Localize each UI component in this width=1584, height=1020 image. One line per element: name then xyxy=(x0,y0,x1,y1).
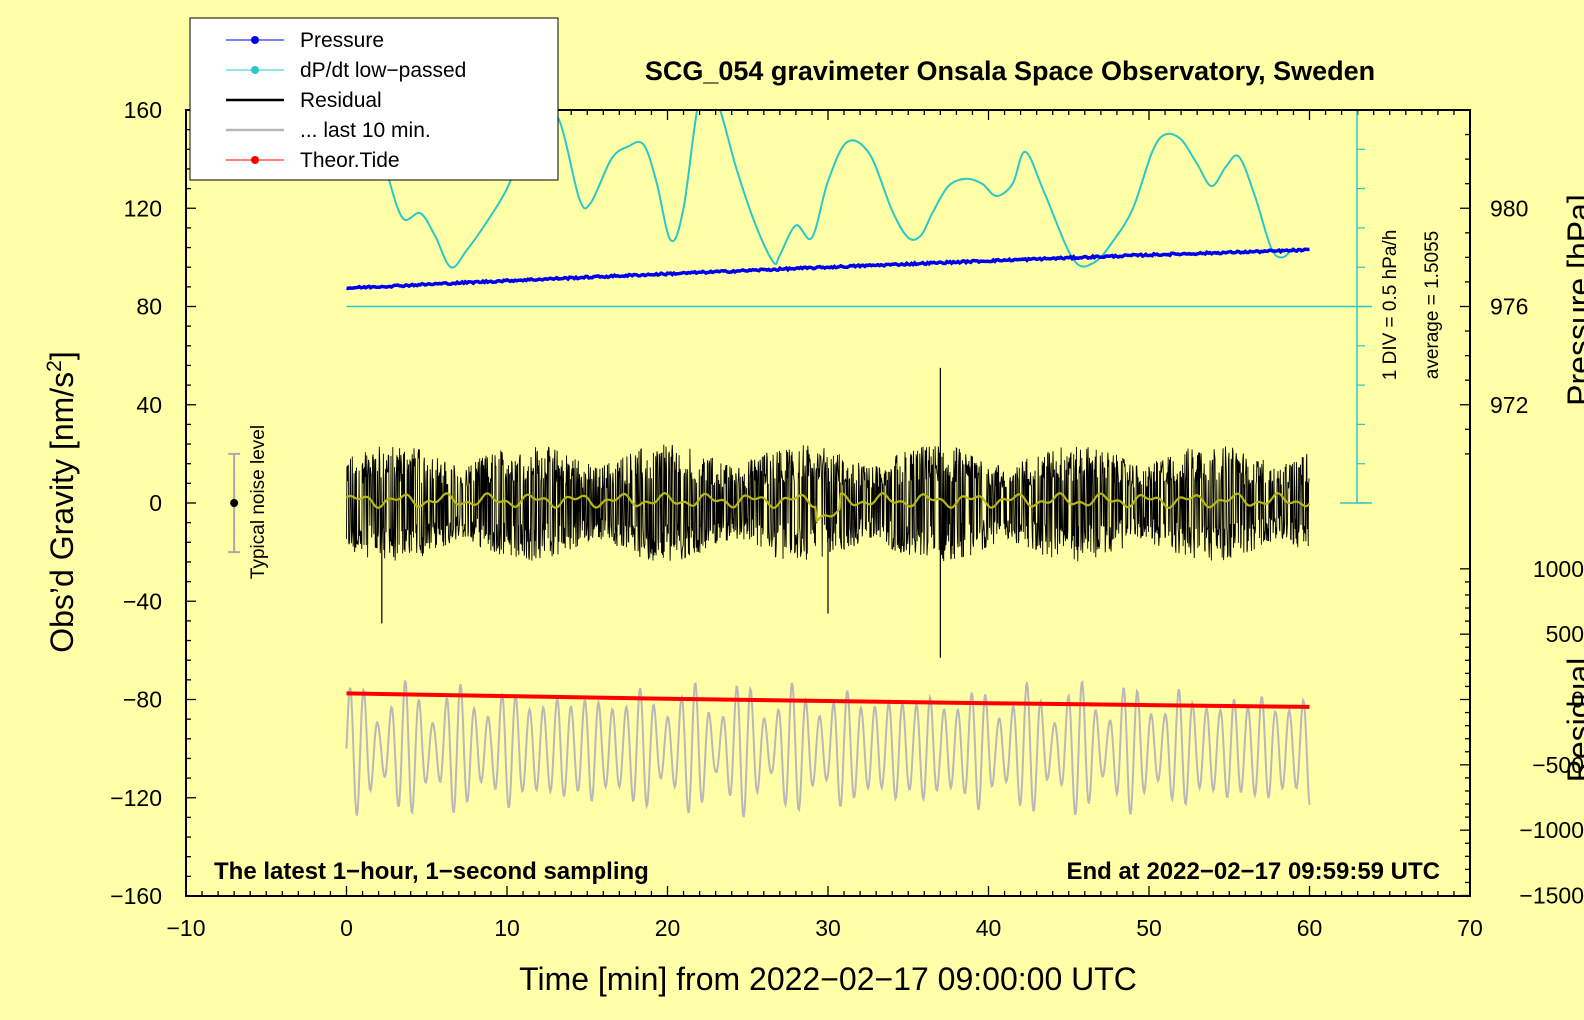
residual-series xyxy=(345,367,1311,658)
x-tick-label: −10 xyxy=(166,915,205,941)
x-tick-label: 70 xyxy=(1457,915,1483,941)
legend-marker xyxy=(251,36,259,44)
tide-line xyxy=(346,691,1310,709)
legend-marker xyxy=(251,156,259,164)
chart-title: SCG_054 gravimeter Onsala Space Observat… xyxy=(645,56,1375,86)
x-tick-label: 30 xyxy=(815,915,841,941)
noise-level-label: Typical noise level xyxy=(248,425,269,579)
y-tick-label: −160 xyxy=(110,883,162,909)
legend-marker xyxy=(251,66,259,74)
y-tick-label: 40 xyxy=(136,392,162,418)
x-tick-label: 40 xyxy=(976,915,1002,941)
last-10-min-series xyxy=(345,680,1311,818)
dpdt-scale-axis xyxy=(346,109,1372,504)
pressure-tick-label: 976 xyxy=(1490,294,1528,320)
noise-level-marker xyxy=(228,452,241,554)
legend-label: Theor.Tide xyxy=(300,149,400,172)
x-tick-labels: −10 0 10 20 30 40 50 60 70 xyxy=(166,915,1482,941)
y-tick-label: 160 xyxy=(124,97,162,123)
pressure-line xyxy=(346,247,1310,291)
tide-series xyxy=(346,691,1310,709)
residual-tick-label: −1000 xyxy=(1519,817,1584,843)
annotation-sampling: The latest 1−hour, 1−second sampling xyxy=(214,858,649,885)
dpdt-scale-label: 1 DIV = 0.5 hPa/h xyxy=(1380,230,1401,381)
x-tick-label: 0 xyxy=(340,915,353,941)
y-tick-label: 0 xyxy=(149,490,162,516)
x-tick-label: 50 xyxy=(1136,915,1162,941)
dpdt-average-label: average = 1.5055 xyxy=(1422,231,1443,379)
residual-tick-label: −1500 xyxy=(1519,883,1584,909)
y-tick-label: −40 xyxy=(123,588,162,614)
residual-tick-label: −500 xyxy=(1532,752,1584,778)
y-tick-label: 120 xyxy=(124,195,162,221)
right-tick-labels: 980 976 972 1000 500 0 −500 −1000 −1500 xyxy=(1490,195,1584,908)
legend: Pressure dP/dt low−passed Residual ... last… xyxy=(189,17,559,181)
y-tick-label: −120 xyxy=(110,785,162,811)
pressure-series xyxy=(346,247,1310,291)
legend-label: Pressure xyxy=(300,29,384,52)
residual-lowpass-line xyxy=(345,492,1311,523)
y-axis-title: Obs’d Gravity [nm/s2] xyxy=(43,351,80,653)
legend-label: dP/dt low−passed xyxy=(300,59,466,82)
y-tick-label: 80 xyxy=(136,294,162,320)
x-axis-title: Time [min] from 2022−02−17 09:00:00 UTC xyxy=(519,961,1137,997)
y-tick-labels: 160 120 80 40 0 −40 −80 −120 −160 xyxy=(110,97,162,909)
noise-center-dot xyxy=(230,499,239,507)
x-tick-label: 60 xyxy=(1297,915,1323,941)
residual-tick-label: 1000 xyxy=(1533,556,1584,582)
right-residual-axis-title: Residual xyxy=(1561,658,1584,783)
pressure-tick-label: 972 xyxy=(1490,392,1528,418)
legend-label: ... last 10 min. xyxy=(300,119,431,142)
annotation-end-time: End at 2022−02−17 09:59:59 UTC xyxy=(1066,858,1440,885)
residual-tick-label: 500 xyxy=(1546,621,1584,647)
residual-tick-label: 0 xyxy=(1571,687,1584,713)
pressure-tick-label: 980 xyxy=(1490,195,1528,221)
x-tick-label: 10 xyxy=(494,915,520,941)
legend-label: Residual xyxy=(300,89,382,112)
last-10-min-line xyxy=(345,680,1311,818)
right-pressure-axis-title: Pressure [hPa] xyxy=(1561,194,1584,406)
plot-frame xyxy=(185,109,1471,897)
x-tick-label: 20 xyxy=(655,915,681,941)
y-tick-label: −80 xyxy=(123,687,162,713)
